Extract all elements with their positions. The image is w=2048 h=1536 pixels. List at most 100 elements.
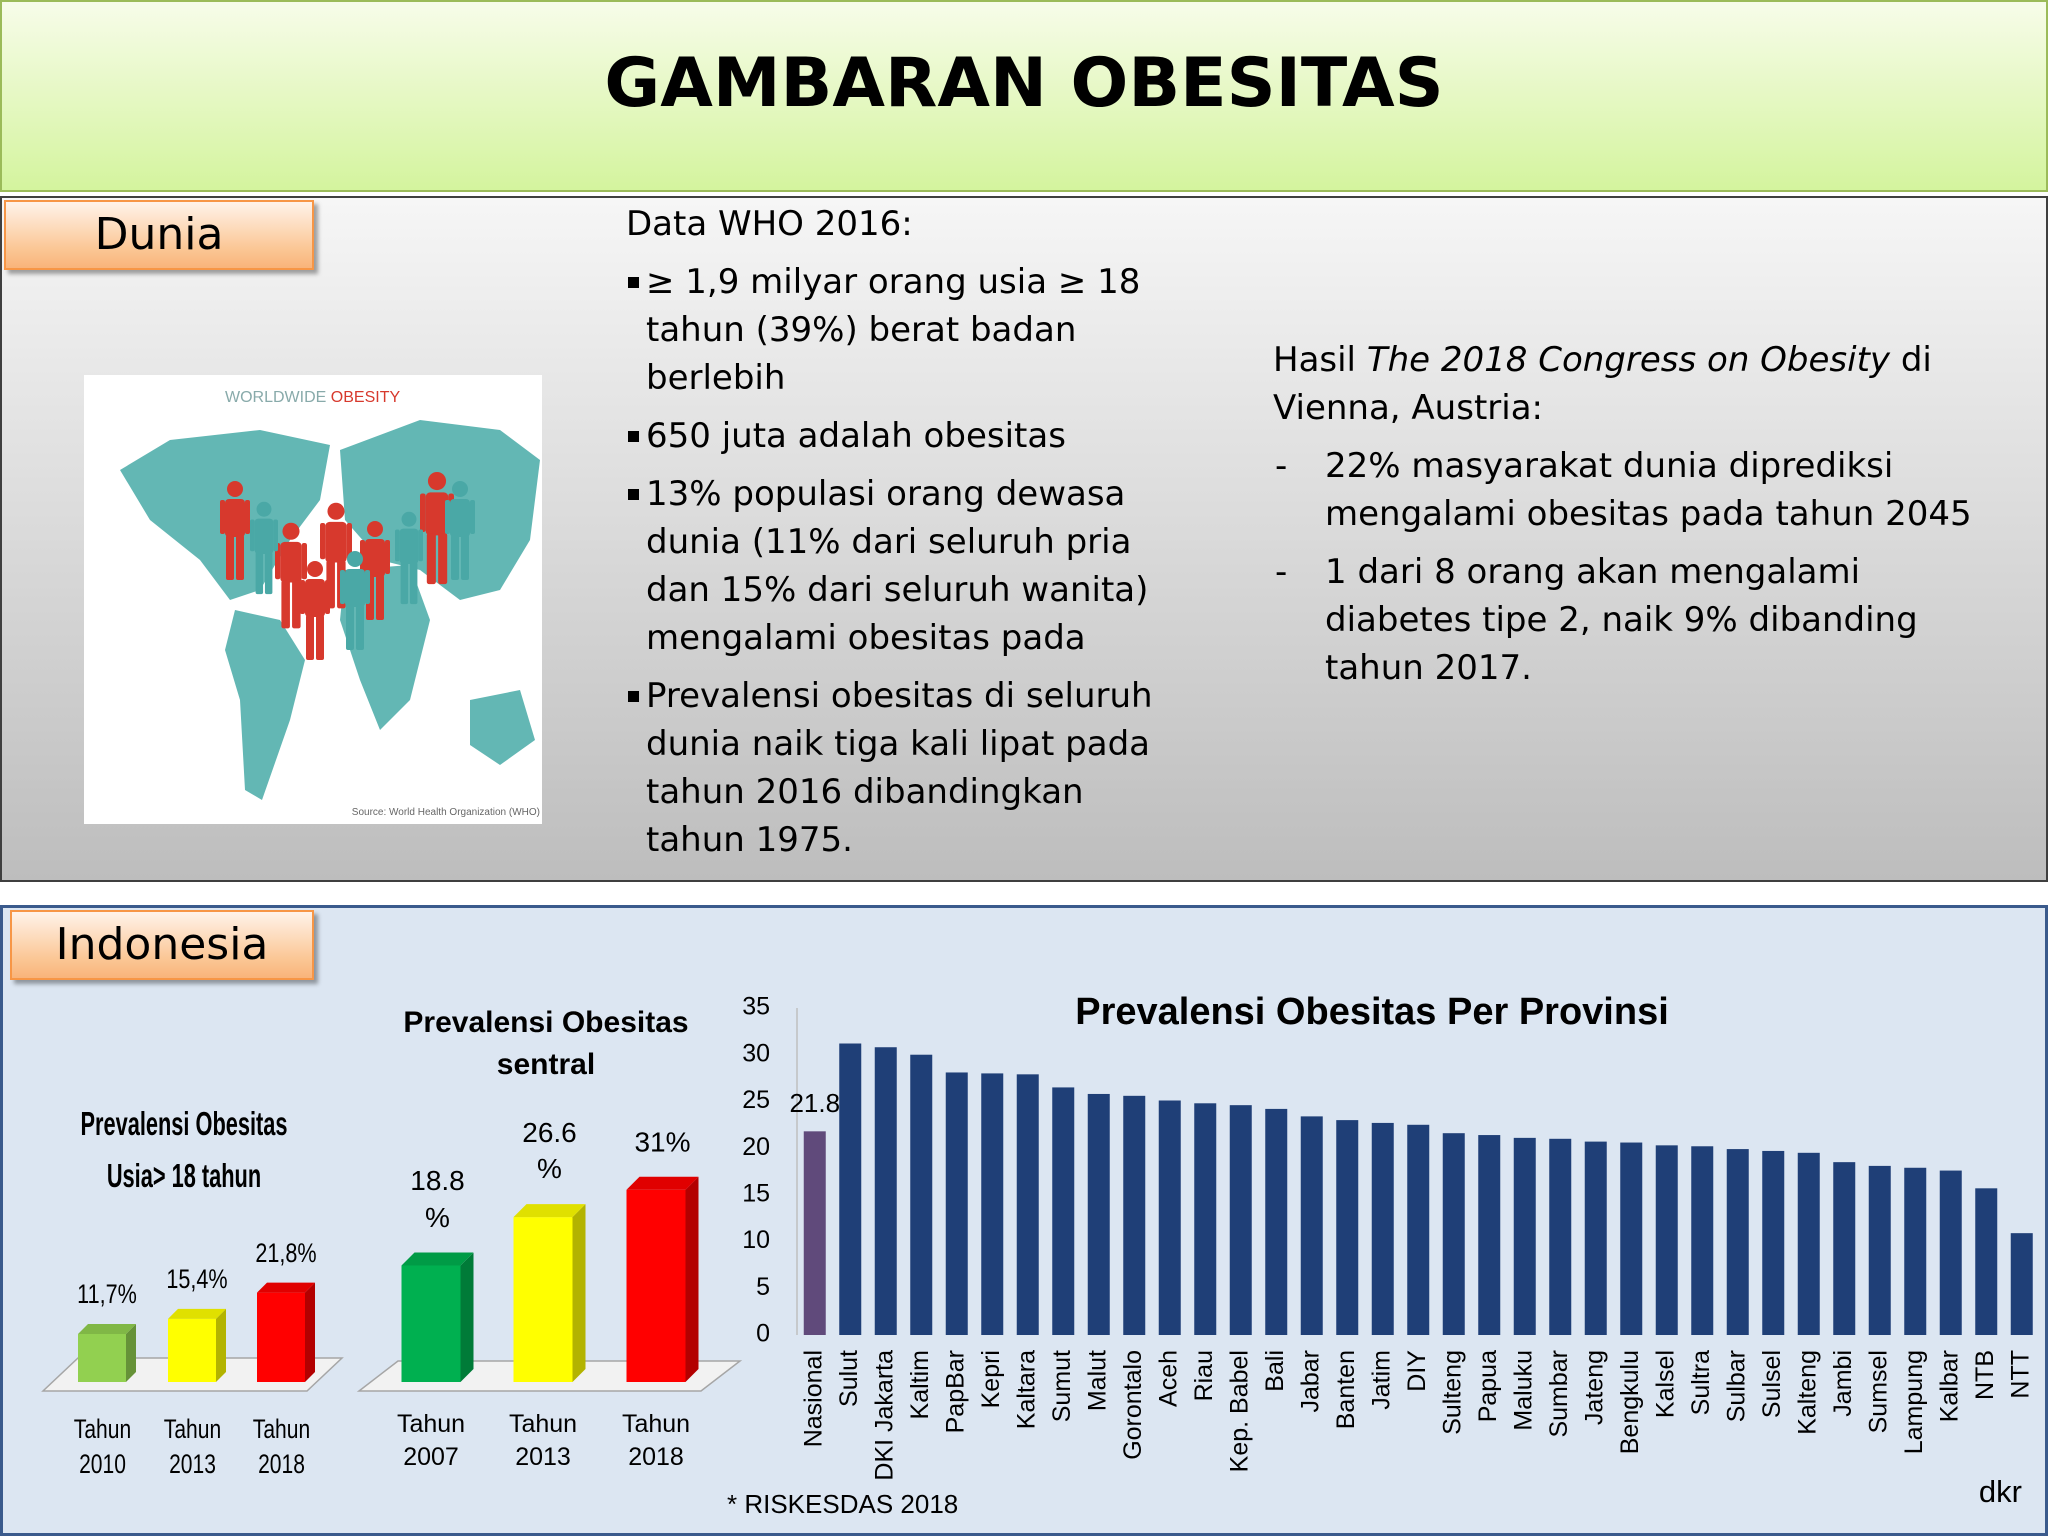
chart-title: Prevalensi Obesitas sentral bbox=[403, 1006, 689, 1081]
slide-title: GAMBARAN OBESITAS bbox=[604, 44, 1444, 123]
bar bbox=[1939, 1170, 1962, 1335]
bar-top bbox=[401, 1252, 474, 1266]
bar bbox=[1904, 1167, 1927, 1335]
data-label: 21,8% bbox=[255, 1237, 317, 1268]
bar bbox=[513, 1204, 586, 1382]
bar bbox=[78, 1324, 136, 1382]
bar-front bbox=[513, 1217, 573, 1382]
bar bbox=[1336, 1120, 1359, 1335]
bar bbox=[1513, 1137, 1536, 1335]
data-label: 11,7% bbox=[77, 1278, 137, 1309]
author: dkr bbox=[1979, 1474, 2022, 1509]
congress-item: 22% masyarakat dunia diprediksi mengalam… bbox=[1273, 442, 1993, 538]
bar-top bbox=[626, 1176, 699, 1190]
bar bbox=[1300, 1116, 1323, 1335]
indonesia-label: Indonesia bbox=[10, 910, 314, 980]
bar-top bbox=[257, 1282, 315, 1293]
bar bbox=[1549, 1138, 1572, 1335]
bar bbox=[1123, 1095, 1146, 1335]
bar bbox=[626, 1176, 699, 1382]
x-tick-label: NTT bbox=[2006, 1350, 2034, 1399]
y-tick-label: 10 bbox=[742, 1226, 770, 1254]
bar bbox=[1407, 1124, 1430, 1335]
x-tick-label: Kepri bbox=[977, 1350, 1005, 1408]
bar-top bbox=[168, 1308, 226, 1319]
who-bullet: 13% populasi orang dewasa dunia (11% dar… bbox=[626, 470, 1186, 662]
data-label: 15,4% bbox=[166, 1263, 228, 1294]
bar bbox=[401, 1252, 474, 1382]
bar-side bbox=[305, 1282, 315, 1382]
bar bbox=[1655, 1145, 1678, 1335]
congress-text: Hasil The 2018 Congress on Obesity di Vi… bbox=[1273, 336, 1993, 702]
x-tick-label: Kalteng bbox=[1793, 1350, 1821, 1435]
map-title: WORLDWIDE OBESITY bbox=[225, 389, 400, 406]
who-bullet: 650 juta adalah obesitas bbox=[626, 412, 1186, 460]
y-tick-label: 15 bbox=[742, 1179, 770, 1207]
x-tick-label: Jambi bbox=[1829, 1350, 1857, 1417]
bar bbox=[168, 1308, 226, 1382]
bar-front bbox=[401, 1265, 461, 1382]
x-tick-label: Lampung bbox=[1900, 1350, 1928, 1454]
bar-front bbox=[626, 1189, 686, 1382]
bar-side bbox=[685, 1176, 699, 1382]
x-tick-label: Kep. Babel bbox=[1225, 1350, 1253, 1472]
x-tick-label: Sulbar bbox=[1722, 1350, 1750, 1422]
bar bbox=[874, 1047, 897, 1335]
x-tick-label: Maluku bbox=[1509, 1350, 1537, 1431]
bar bbox=[803, 1131, 826, 1335]
bar bbox=[1016, 1074, 1039, 1335]
bar bbox=[839, 1043, 862, 1335]
bar-side bbox=[216, 1308, 226, 1382]
text: Hasil bbox=[1273, 340, 1367, 380]
bar bbox=[1052, 1087, 1075, 1335]
x-tick-label: Bali bbox=[1261, 1350, 1289, 1392]
x-tick-label: Nasional bbox=[799, 1350, 827, 1447]
bar bbox=[1265, 1108, 1288, 1335]
y-tick-label: 5 bbox=[756, 1273, 770, 1301]
bar bbox=[1087, 1093, 1110, 1335]
x-tick-label: Sulsel bbox=[1758, 1350, 1786, 1418]
data-label: 26.6 % bbox=[522, 1117, 577, 1185]
x-tick-label: Kalbar bbox=[1935, 1350, 1963, 1422]
text: OBESITY bbox=[331, 389, 401, 406]
bar bbox=[1726, 1149, 1749, 1335]
x-tick-label: Sultra bbox=[1687, 1350, 1715, 1415]
chart-title: Prevalensi Obesitas Usia> 18 tahun bbox=[80, 1105, 288, 1194]
world-map: WORLDWIDE OBESITY Source: World Health O… bbox=[84, 375, 542, 824]
text: di Vienna, Austria: bbox=[1273, 340, 1932, 428]
x-tick-label: Kaltim bbox=[906, 1350, 934, 1419]
congress-item: 1 dari 8 orang akan mengalami diabetes t… bbox=[1273, 548, 1993, 692]
data-label: 31% bbox=[634, 1126, 691, 1158]
bar bbox=[1620, 1142, 1643, 1335]
who-bullet: Prevalensi obesitas di seluruh dunia nai… bbox=[626, 672, 1186, 864]
chart-title: Prevalensi Obesitas Per Provinsi bbox=[1075, 991, 1669, 1033]
bar bbox=[1762, 1150, 1785, 1335]
y-tick-label: 35 bbox=[742, 993, 770, 1021]
bar bbox=[1478, 1135, 1501, 1335]
bar bbox=[1797, 1152, 1820, 1335]
bar bbox=[1194, 1103, 1217, 1335]
source-note: * RISKESDAS 2018 bbox=[727, 1489, 958, 1519]
y-tick-label: 25 bbox=[742, 1086, 770, 1114]
bar bbox=[1371, 1122, 1394, 1335]
bar bbox=[910, 1054, 933, 1335]
congress-intro: Hasil The 2018 Congress on Obesity di Vi… bbox=[1273, 336, 1993, 432]
bar bbox=[1584, 1141, 1607, 1335]
bar-front bbox=[257, 1292, 305, 1382]
x-tick-label: PapBar bbox=[941, 1350, 969, 1433]
bar-top bbox=[78, 1324, 136, 1335]
x-tick-label: Tahun 2018 bbox=[252, 1414, 310, 1479]
text: WORLDWIDE bbox=[225, 389, 331, 406]
x-tick-label: Tahun 2018 bbox=[621, 1410, 691, 1471]
bar bbox=[257, 1282, 315, 1382]
x-tick-label: Jatim bbox=[1367, 1350, 1395, 1410]
y-tick-label: 0 bbox=[756, 1320, 770, 1348]
map-source: Source: World Health Organization (WHO) bbox=[352, 807, 540, 818]
x-tick-label: Bengkulu bbox=[1616, 1350, 1644, 1454]
who-bullet: ≥ 1,9 milyar orang usia ≥ 18 tahun (39%)… bbox=[626, 258, 1186, 402]
bar bbox=[2010, 1233, 2033, 1335]
x-tick-label: NTB bbox=[1971, 1350, 1999, 1400]
bar-side bbox=[572, 1204, 586, 1382]
bar-side bbox=[460, 1252, 474, 1382]
